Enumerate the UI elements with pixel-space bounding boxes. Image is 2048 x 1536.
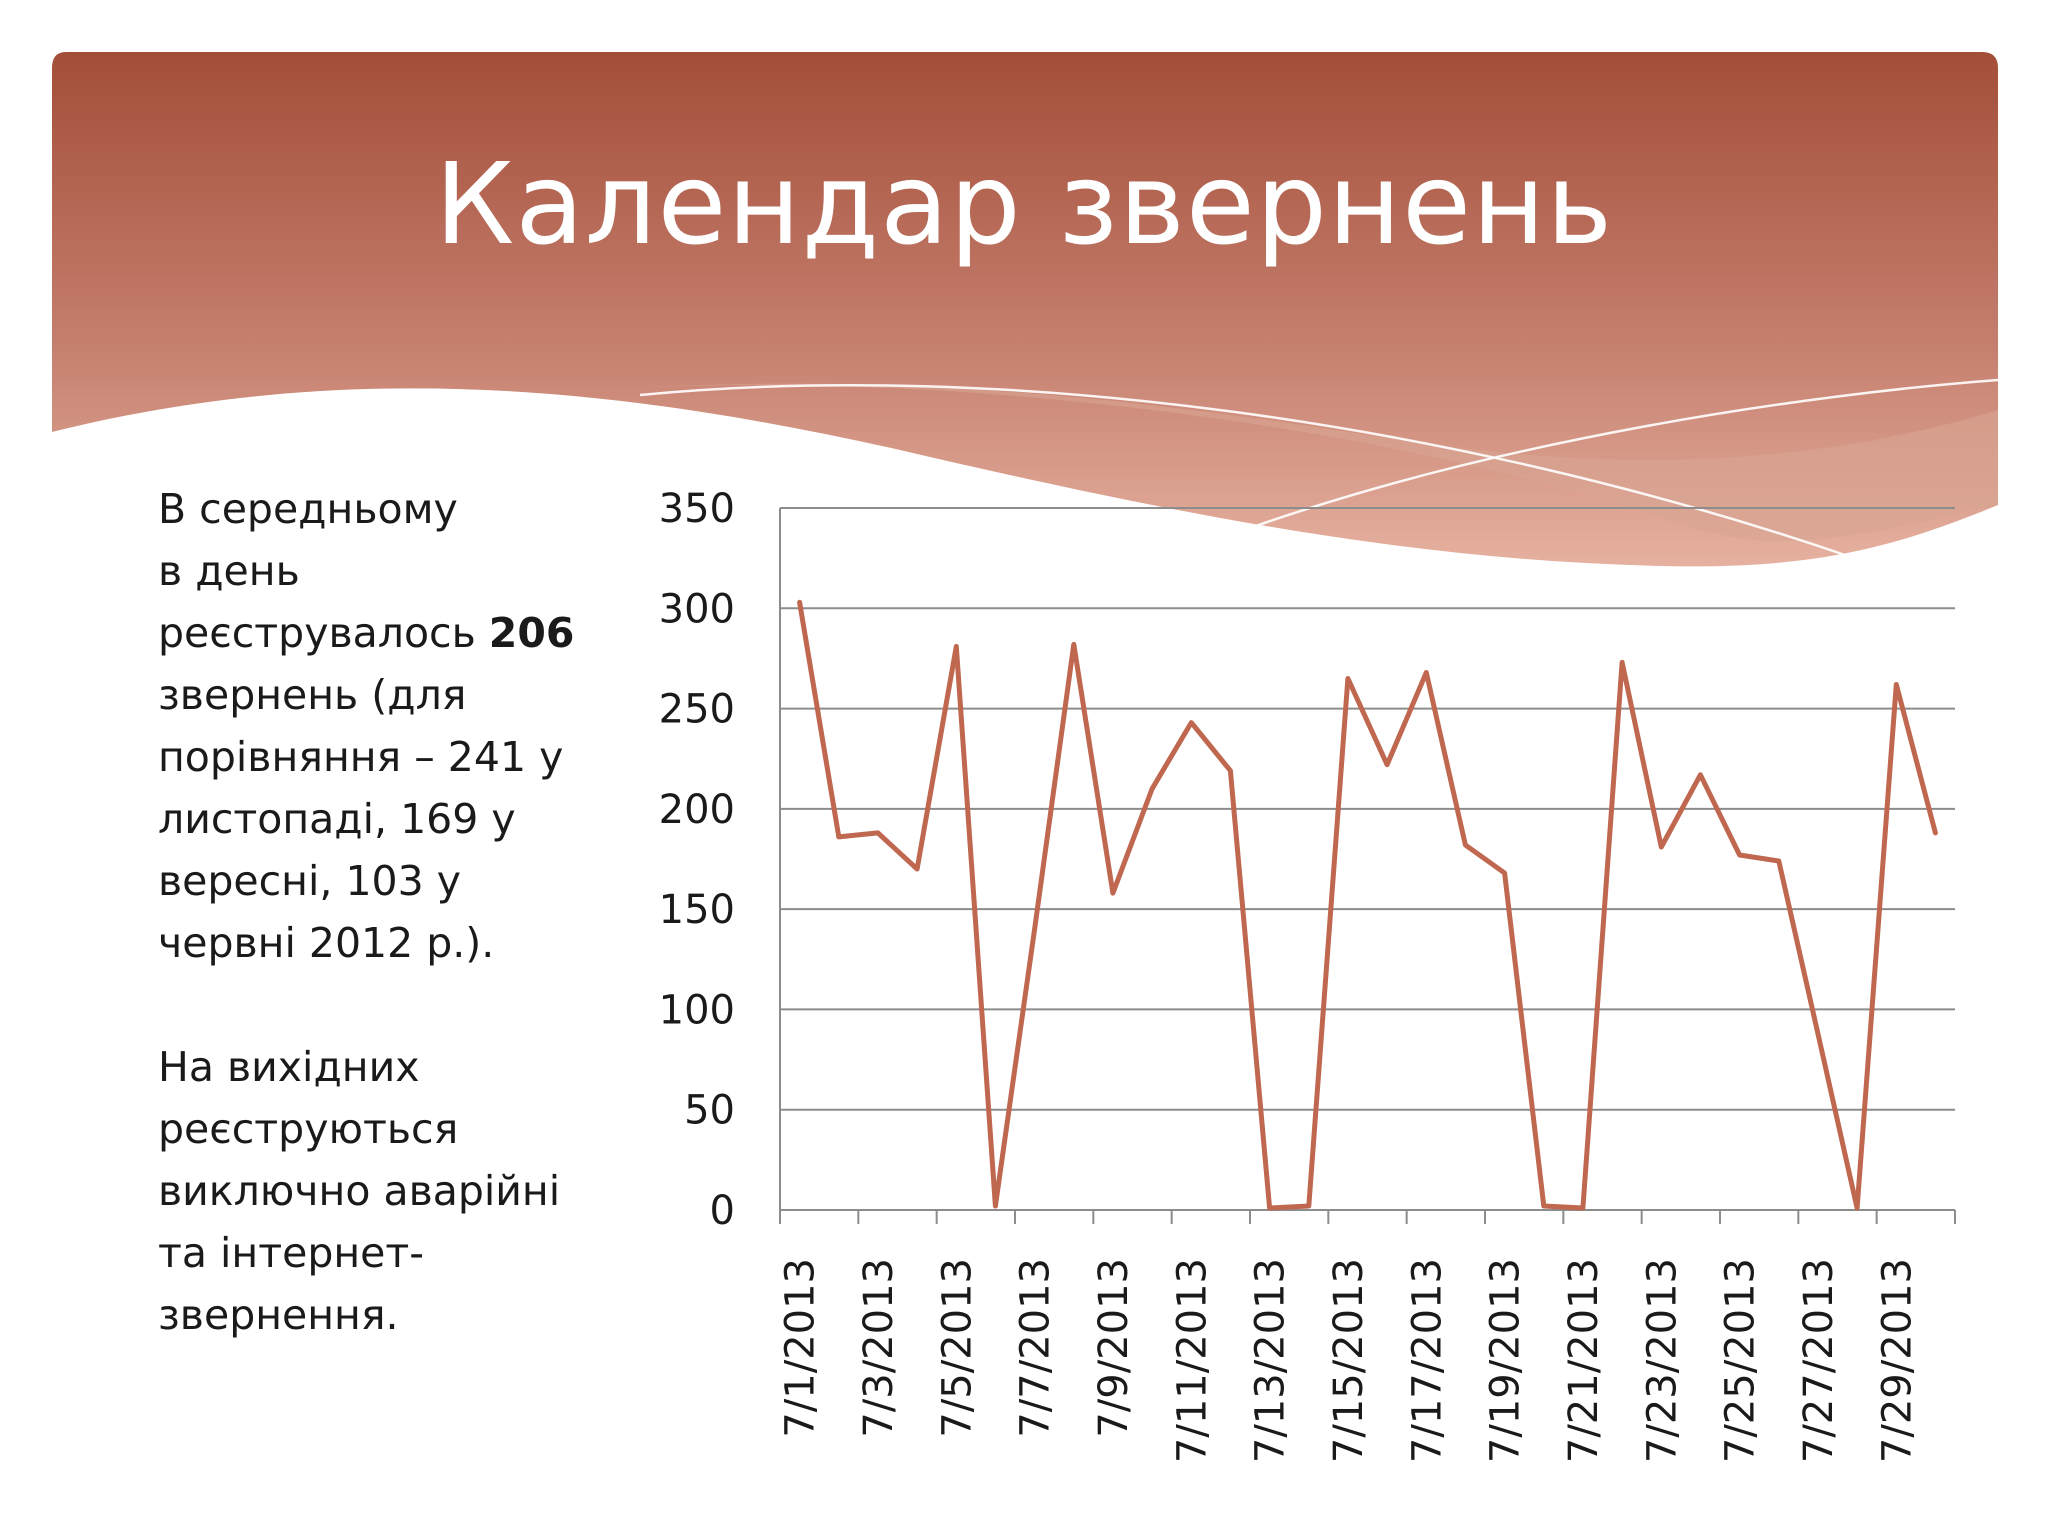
- y-tick-label: 350: [659, 486, 735, 532]
- x-tick-label: 7/23/2013: [1639, 1258, 1685, 1463]
- x-tick-label: 7/5/2013: [934, 1258, 980, 1438]
- x-tick-label: 7/19/2013: [1483, 1258, 1529, 1463]
- average-value: 206: [488, 609, 575, 657]
- text-line: вересні, 103 у: [158, 857, 461, 905]
- slide-title: Календар звернень: [434, 140, 1614, 270]
- text-line: звернень (для: [158, 671, 467, 719]
- y-tick-label: 100: [659, 987, 735, 1033]
- x-tick-label: 7/29/2013: [1874, 1258, 1920, 1463]
- text-line: звернення.: [158, 1291, 399, 1339]
- text-line: В середньому: [158, 485, 458, 533]
- text-line: листопаді, 169 у: [158, 795, 516, 843]
- text-line: та інтернет-: [158, 1229, 425, 1277]
- x-tick-label: 7/7/2013: [1013, 1258, 1059, 1438]
- x-tick-label: 7/1/2013: [778, 1258, 824, 1438]
- series-line: [797, 599, 1938, 1211]
- description-text: В середньому в день реєструвалось 206 зв…: [158, 478, 608, 1346]
- x-tick-label: 7/9/2013: [1091, 1258, 1137, 1438]
- x-tick-label: 7/3/2013: [856, 1258, 902, 1438]
- text-line: реєструються: [158, 1105, 459, 1153]
- text-span: реєструвалось: [158, 609, 489, 657]
- x-tick-label: 7/13/2013: [1248, 1258, 1294, 1463]
- y-tick-label: 50: [684, 1088, 735, 1134]
- x-tick-label: 7/25/2013: [1718, 1258, 1764, 1463]
- text-line: червні 2012 р.).: [158, 919, 495, 967]
- y-tick-label: 0: [710, 1188, 735, 1234]
- text-line: в день: [158, 547, 300, 595]
- text-line: порівняння – 241 у: [158, 733, 564, 781]
- y-tick-label: 150: [659, 887, 735, 933]
- y-tick-label: 200: [659, 787, 735, 833]
- y-tick-label: 250: [659, 687, 735, 733]
- title-banner: [52, 52, 1999, 567]
- y-tick-label: 300: [659, 586, 735, 632]
- text-line: виключно аварійні: [158, 1167, 561, 1215]
- x-tick-label: 7/27/2013: [1796, 1258, 1842, 1463]
- x-tick-label: 7/21/2013: [1561, 1258, 1607, 1463]
- text-line: На вихідних: [158, 1043, 420, 1091]
- x-tick-label: 7/17/2013: [1404, 1258, 1450, 1463]
- text-line: реєструвалось 206: [158, 602, 608, 664]
- x-tick-label: 7/11/2013: [1169, 1258, 1215, 1463]
- x-tick-label: 7/15/2013: [1326, 1258, 1372, 1463]
